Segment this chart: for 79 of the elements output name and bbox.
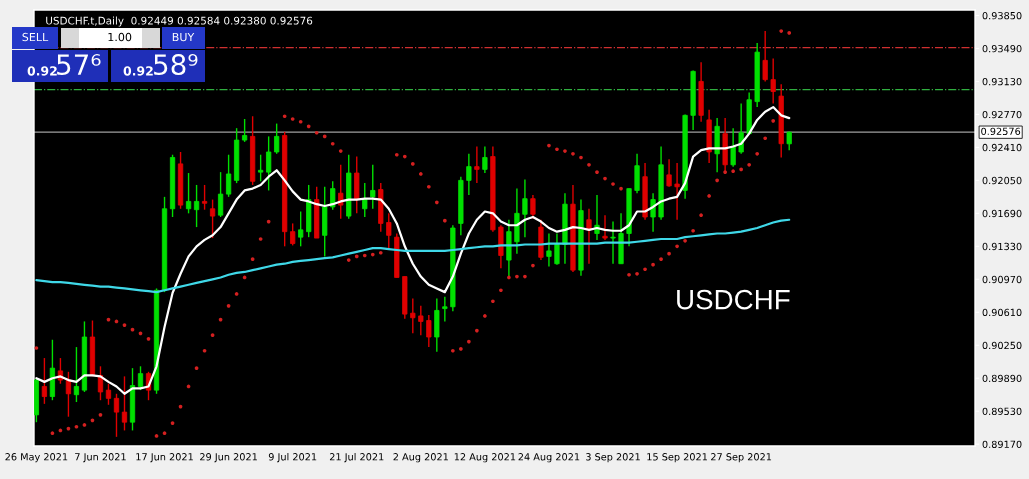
- candlestick: [105, 383, 112, 406]
- x-tick-label: 24 Aug 2021: [518, 453, 580, 463]
- x-tick-label: 7 Jun 2021: [75, 453, 126, 463]
- candlestick: [546, 232, 552, 268]
- annotation: 0.92: [123, 66, 153, 76]
- candlestick: [426, 314, 432, 348]
- x-tick-label: 29 Jun 2021: [200, 453, 257, 463]
- candlestick: [410, 297, 416, 335]
- x-tick-label: 3 Sep 2021: [586, 453, 640, 463]
- candlestick: [674, 162, 680, 221]
- x-tick-label: 26 May 2021: [5, 453, 68, 463]
- candlestick: [418, 305, 424, 336]
- candlestick: [554, 232, 560, 266]
- candlestick: [73, 346, 80, 403]
- y-tick-label: 0.91690: [982, 209, 1022, 218]
- candlestick: [522, 178, 528, 238]
- candlestick: [362, 182, 368, 218]
- x-tick-label: 15 Sep 2021: [647, 453, 707, 463]
- y-tick-label: 0.93850: [982, 11, 1022, 20]
- candlestick: [242, 118, 248, 143]
- annotation: 58⁹: [154, 54, 198, 76]
- y-tick-label: 0.91330: [982, 242, 1022, 251]
- y-tick-label: 0.89170: [982, 440, 1022, 448]
- annotation: SELL: [22, 32, 49, 42]
- candlestick: [121, 375, 128, 432]
- annotation: 0.92: [27, 66, 57, 76]
- x-tick-label: 27 Sep 2021: [711, 453, 772, 463]
- annotation: USDCHF: [677, 289, 790, 310]
- x-tick-label: 2 Aug 2021: [393, 453, 448, 463]
- candlestick: [266, 135, 272, 192]
- candlestick: [193, 184, 200, 228]
- y-tick-label: 0.90250: [982, 341, 1022, 350]
- candlestick: [225, 154, 232, 198]
- candlestick: [201, 184, 208, 211]
- y-tick-label: 0.92410: [982, 143, 1022, 152]
- x-tick-label: 12 Aug 2021: [454, 453, 516, 463]
- candlestick: [113, 393, 120, 438]
- y-tick-label: 0.93130: [982, 77, 1022, 86]
- x-tick-label: 17 Jun 2021: [136, 453, 193, 463]
- y-tick-label: 0.92050: [982, 176, 1022, 185]
- candlestick: [185, 172, 192, 215]
- candlestick: [762, 30, 768, 83]
- candlestick: [530, 194, 536, 220]
- candlestick: [370, 164, 376, 210]
- candlestick: [730, 127, 736, 168]
- candlestick: [482, 145, 488, 174]
- candlestick: [610, 220, 616, 265]
- y-tick-label: 0.92770: [982, 110, 1022, 119]
- candlestick: [258, 154, 264, 182]
- x-tick-label: 21 Jul 2021: [329, 452, 384, 463]
- ref-line-label: 0.92576: [981, 127, 1021, 136]
- y-tick-label: 0.89530: [982, 407, 1022, 416]
- y-tick-label: 0.93490: [982, 44, 1022, 53]
- candlestick: [386, 212, 392, 249]
- candlestick: [666, 158, 672, 188]
- candlestick: [330, 180, 336, 211]
- text: USDCHF.t,Daily 0.92449 0.92584 0.92380 0.92576: [46, 16, 313, 27]
- candlestick: [217, 171, 224, 218]
- x-tick-label: 9 Jul 2021: [268, 452, 317, 463]
- candlestick: [137, 365, 144, 391]
- candlestick: [338, 164, 344, 220]
- annotation: BUY: [172, 32, 195, 42]
- candlestick: [466, 153, 472, 196]
- candlestick: [786, 130, 792, 151]
- candlestick: [442, 296, 448, 323]
- candlestick: [474, 145, 480, 184]
- candlestick: [290, 222, 296, 247]
- candlestick: [274, 122, 280, 155]
- y-tick-label: 0.89890: [982, 374, 1022, 383]
- y-tick-label: 0.90610: [982, 308, 1022, 317]
- annotation: 57⁶: [57, 54, 101, 76]
- annotation: 1.00: [108, 32, 132, 42]
- candlestick: [298, 210, 304, 248]
- candlestick: [586, 208, 592, 265]
- candlestick: [602, 214, 608, 241]
- candlestick: [41, 357, 48, 405]
- candlestick: [770, 57, 776, 105]
- candlestick: [209, 198, 216, 239]
- y-tick-label: 0.90970: [982, 275, 1022, 284]
